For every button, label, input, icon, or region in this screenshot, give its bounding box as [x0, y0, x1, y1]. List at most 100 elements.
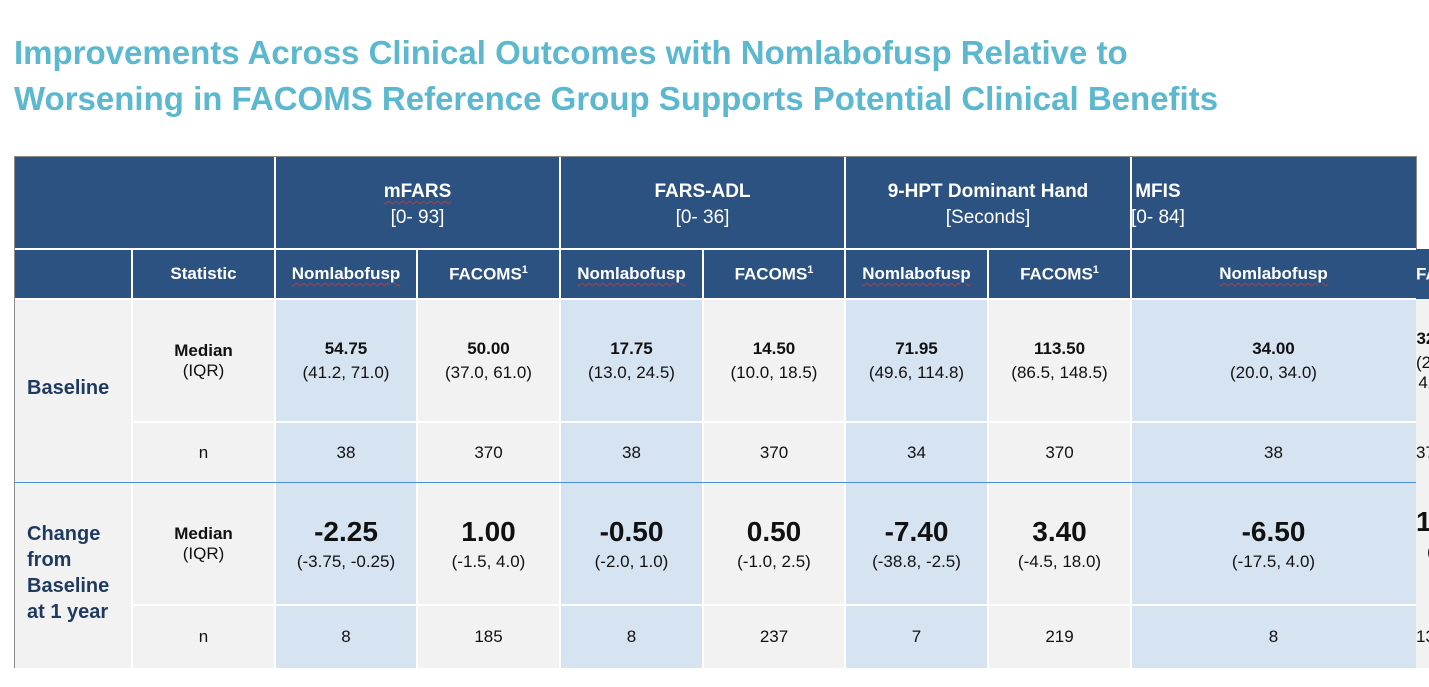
change-iqr-value: (-4.5, 18.0)	[1017, 552, 1102, 571]
nomlabofusp-header: Nomlabofusp	[275, 249, 417, 299]
facoms-header-text: FACOMS	[449, 264, 522, 284]
grid-vline	[559, 157, 561, 668]
change-n-value: 219	[1045, 626, 1074, 646]
group-range: [0- 93]	[390, 207, 445, 228]
grid-vline	[844, 157, 846, 668]
value-cell: 370	[1416, 422, 1429, 483]
change-median-value: 3.40	[1032, 516, 1087, 548]
grid-vline	[274, 157, 276, 668]
value-cell: 50.00 (37.0, 61.0)	[417, 299, 560, 422]
change-median-value: 0.50	[747, 516, 802, 548]
baseline-row-label: Baseline	[27, 377, 110, 399]
median-label: Median	[174, 524, 233, 543]
group-name: MFIS	[1135, 181, 1181, 202]
change-median-number: 1.00	[461, 516, 516, 547]
baseline-iqr-value: (13.0, 24.5)	[588, 362, 675, 382]
facoms-header-text: FACOMS	[1020, 264, 1093, 284]
change-median-number: -6.50	[1241, 516, 1306, 547]
change-n-value: 8	[341, 626, 351, 646]
n-label: n	[198, 442, 209, 462]
value-cell: 370	[703, 422, 845, 483]
change-median-value: -0.50	[600, 516, 664, 548]
change-median-value: -7.40	[885, 516, 949, 548]
baseline-n-value: 370	[1416, 442, 1429, 462]
baseline-iqr-value: (10.0, 18.5)	[730, 362, 818, 382]
value-cell: 8	[275, 605, 417, 668]
group-range: [Seconds]	[945, 207, 1031, 228]
grid-vline	[416, 249, 418, 668]
group-range: [0- 84]	[1131, 207, 1185, 228]
iqr-label: (IQR)	[182, 544, 225, 563]
title-line-1: Improvements Across Clinical Outcomes wi…	[14, 34, 1128, 71]
statistic-cell: n	[132, 605, 275, 668]
change-median-value: 1.502	[1416, 506, 1429, 538]
value-cell: 113.50 (86.5, 148.5)	[988, 299, 1131, 422]
value-cell: 38	[1131, 422, 1416, 483]
group-header: MFIS [0- 84]	[1131, 157, 1185, 249]
title-line-2: Worsening in FACOMS Reference Group Supp…	[14, 80, 1219, 117]
facoms-header: FACOMS1	[417, 249, 560, 299]
nomlabofusp-header: Nomlabofusp	[845, 249, 988, 299]
change-label-cell	[15, 483, 132, 668]
baseline-median-value: 14.50	[752, 338, 796, 358]
facoms-footnote-1: 1	[807, 263, 814, 276]
change-n-value: 8	[1268, 626, 1279, 646]
grid-hline	[132, 421, 1416, 423]
change-row-label-line: Change	[27, 523, 101, 545]
outcomes-table: mFARS [0- 93] FARS-ADL [0- 36] 9-HPT Dominan…	[14, 156, 1429, 668]
value-cell: 3.40 (-4.5, 18.0)	[988, 483, 1131, 605]
facoms-header: FACOMS1	[703, 249, 845, 299]
baseline-median-value: 113.50	[1033, 338, 1086, 358]
grid-hline	[132, 604, 1416, 606]
value-cell: 185	[417, 605, 560, 668]
group-header: mFARS [0- 93]	[275, 157, 560, 249]
value-cell: 237	[703, 605, 845, 668]
grid-vline	[131, 249, 133, 668]
facoms-header-label: FACOMS1	[1416, 264, 1429, 285]
nomlabofusp-header-label: Nomlabofusp	[862, 264, 971, 283]
value-cell: 32.00 (21.0, 42.0)	[1416, 299, 1429, 422]
group-header: 9-HPT Dominant Hand [Seconds]	[845, 157, 1131, 249]
baseline-iqr-value: (20.0, 34.0)	[1230, 362, 1317, 382]
section-divider	[15, 482, 1416, 483]
change-n-value: 7	[911, 626, 922, 646]
change-iqr-value: (-1.5, 4.0)	[451, 552, 526, 571]
facoms-header-label: FACOMS1	[449, 264, 528, 285]
facoms-header: FACOMS1	[988, 249, 1131, 299]
group-name: mFARS	[383, 181, 452, 202]
value-cell: 370	[417, 422, 560, 483]
statistic-header: Statistic	[132, 249, 275, 299]
baseline-n-value: 370	[1045, 442, 1074, 462]
group-name: 9-HPT Dominant Hand	[887, 181, 1089, 202]
baseline-n-value: 370	[474, 442, 503, 462]
baseline-median-value: 17.75	[610, 338, 653, 358]
change-n-value: 237	[759, 626, 789, 646]
page-title: Improvements Across Clinical Outcomes wi…	[14, 30, 1414, 122]
grid-vline	[987, 249, 989, 668]
change-median-number: -0.50	[599, 516, 664, 547]
n-label: n	[198, 626, 209, 646]
change-row-label: Change from Baseline at 1 year	[27, 521, 109, 625]
baseline-median-value: 71.95	[895, 338, 938, 358]
group-header: FARS-ADL [0- 36]	[560, 157, 845, 249]
change-iqr-value: (-1.0, 2.5)	[737, 552, 811, 571]
baseline-n-value: 38	[336, 442, 356, 462]
value-cell: 54.75 (41.2, 71.0)	[275, 299, 417, 422]
grid-vline	[1130, 157, 1132, 668]
value-cell: 8	[1131, 605, 1416, 668]
change-iqr-value: (-17.5, 4.0)	[1231, 552, 1316, 571]
group-name: FARS-ADL	[654, 181, 751, 202]
facoms-footnote-1: 1	[521, 263, 528, 276]
change-row-label-line: at 1 year	[27, 601, 109, 623]
baseline-n-value: 370	[759, 442, 789, 462]
baseline-median-value: 32.00	[1416, 328, 1429, 348]
change-median-number: -7.40	[884, 516, 949, 547]
baseline-median-value: 54.75	[324, 338, 368, 358]
change-median-number: 3.40	[1032, 516, 1087, 547]
change-iqr-value: (-3.75, -0.25)	[296, 552, 396, 571]
statistic-cell: Median (IQR)	[132, 483, 275, 605]
nomlabofusp-header-label: Nomlabofusp	[1219, 264, 1328, 283]
change-median-value: 1.00	[461, 516, 516, 548]
change-row-label-line: from	[27, 549, 72, 571]
baseline-iqr-value: (21.0, 42.0)	[1416, 352, 1429, 392]
